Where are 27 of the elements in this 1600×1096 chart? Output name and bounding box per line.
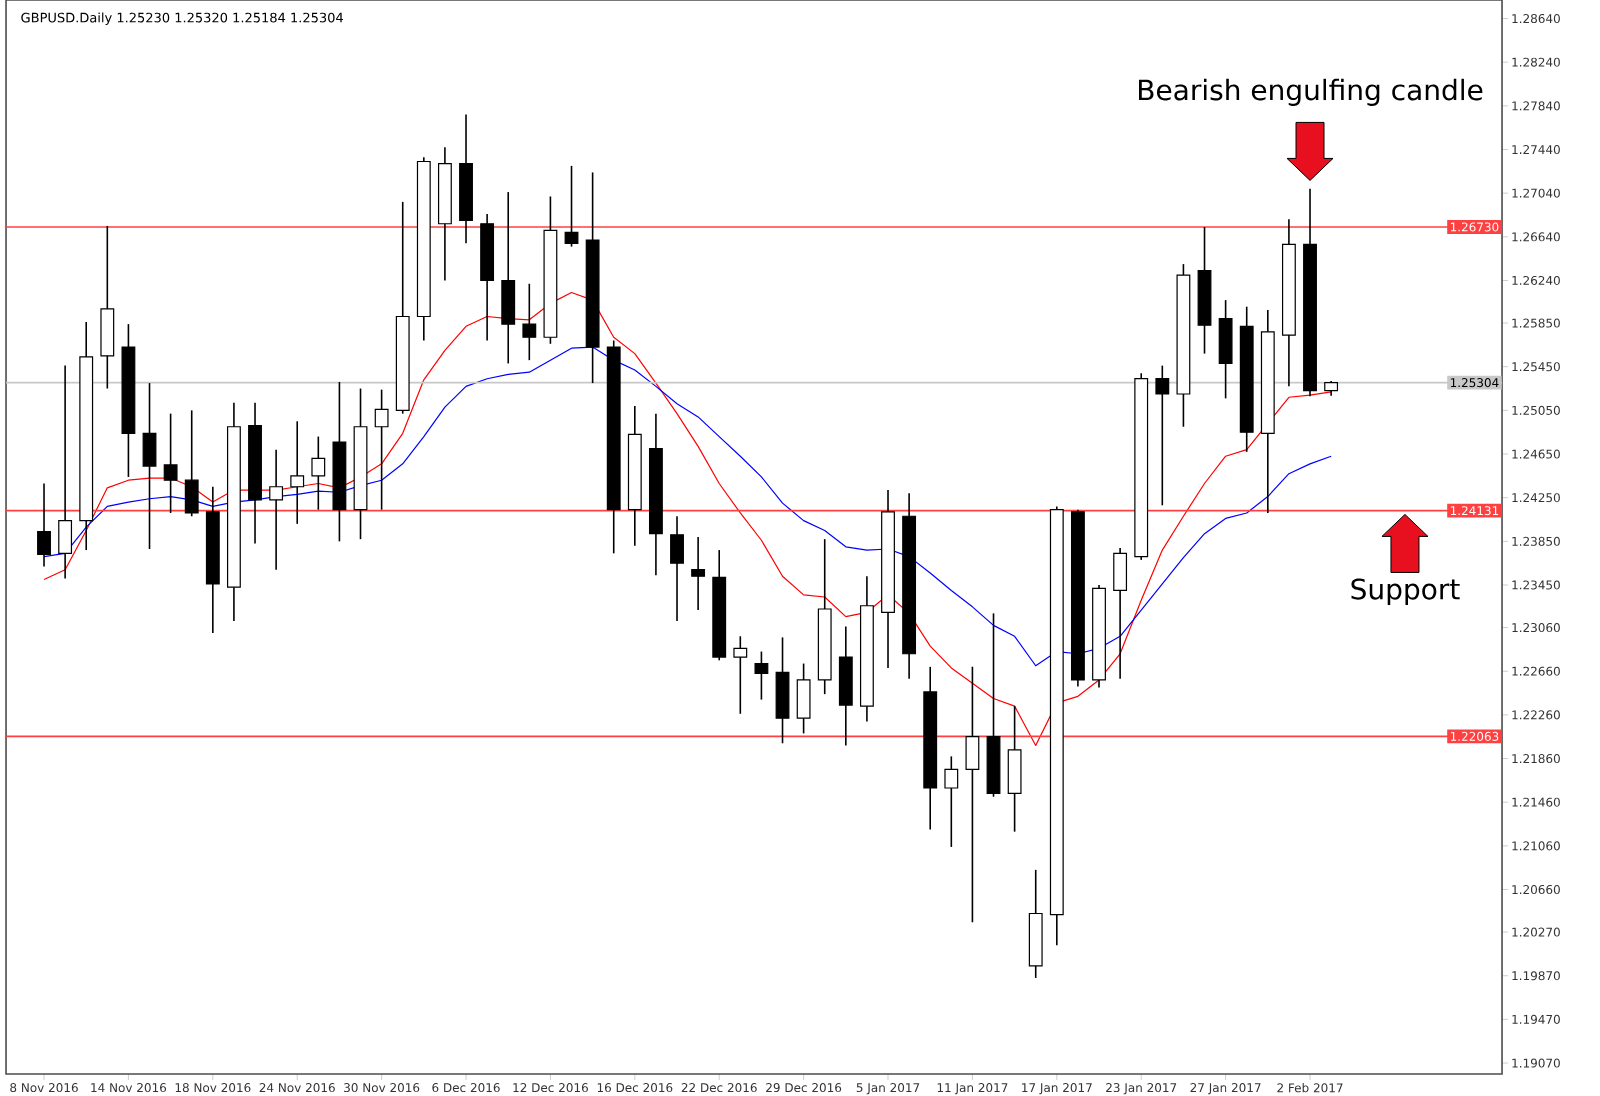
candlestick — [1113, 547, 1128, 680]
candlestick — [501, 191, 516, 365]
candlestick — [100, 225, 115, 390]
candlestick — [775, 636, 790, 745]
annotation: Bearish engulfing candle — [1139, 78, 1483, 106]
text: Support — [1351, 578, 1460, 606]
candlestick — [142, 382, 157, 550]
candlestick — [269, 448, 284, 571]
candlestick — [58, 364, 73, 580]
candlestick — [944, 755, 959, 848]
candlestick — [1155, 364, 1170, 507]
candlestick — [1007, 705, 1022, 833]
candlestick — [691, 536, 706, 611]
candlestick — [670, 515, 684, 622]
candlestick — [374, 388, 389, 511]
candlestick — [163, 412, 178, 514]
candlestick — [311, 435, 326, 511]
candlestick — [1218, 299, 1233, 400]
candlestick — [184, 409, 199, 518]
candlestick — [290, 420, 305, 525]
candlestick — [733, 635, 748, 715]
candlestick — [754, 650, 769, 701]
candlestick — [796, 662, 811, 735]
candlestick — [522, 282, 537, 361]
candlestick — [965, 666, 980, 924]
candlestick — [37, 482, 51, 568]
candlestick — [564, 165, 579, 248]
